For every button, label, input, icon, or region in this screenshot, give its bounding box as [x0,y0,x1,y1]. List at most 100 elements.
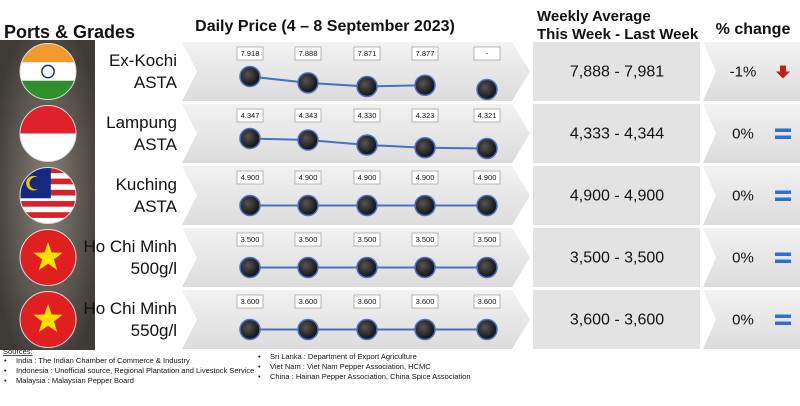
label-box [353,294,381,309]
weekly-box [533,228,700,287]
change: -1% [730,63,757,80]
chevron [182,42,530,101]
source: Viet Nam : Viet Nam Pepper Association, … [270,362,431,371]
price-row: Ho Chi Minh 550g/l 3,600 - 3,600 0% 3.600 3.6… [19,290,800,349]
price-label: 3.600 [294,294,322,309]
price-label: 7.918 [236,46,264,61]
equal-icon [775,190,791,194]
equal-icon [775,314,791,318]
equal-icon [775,197,791,201]
label-box [294,232,322,247]
label-box [294,294,322,309]
label-box [411,108,439,123]
price-label: 3.600 [353,294,381,309]
price-label: 3.600 [411,294,439,309]
price-dot-empty [476,78,498,101]
weekly-header: Weekly Average [537,8,651,25]
label-box [353,46,381,61]
change-box [703,290,800,349]
price-label: 3.500 [353,232,381,247]
chevron [182,290,530,349]
chevron [182,228,530,287]
label-box [411,232,439,247]
price-label: 4.343 [294,108,322,123]
price-label-text: 7.877 [416,49,435,58]
price-line [249,75,426,88]
daily-header: Daily Price (4 – 8 September 2023) [195,18,455,35]
price-label: 4.330 [353,108,381,123]
price-dot [297,129,319,151]
flag-star [33,242,63,270]
price-row: Lampung ASTA 4,333 - 4,344 0% 4.347 4.343 4.33… [19,104,800,163]
price-label-text: 3.500 [358,235,377,244]
label-box [473,232,501,247]
change-header: % change [716,21,791,38]
flag-part [29,177,42,190]
flag-part [20,43,76,63]
price-label: 3.600 [236,294,264,309]
price-dot [356,256,378,279]
price-label: 3.500 [294,232,322,247]
price-label: 4.900 [473,170,501,185]
bullet: • [4,356,7,365]
weekly-average: 3,500 - 3,500 [570,250,664,267]
port: Ho Chi Minh [83,299,177,318]
price-label: 4.900 [236,170,264,185]
price-label: 7.871 [353,46,381,61]
price-row: Kuching ASTA 4,900 - 4,900 0% 4.900 4.900 4.90… [19,166,800,225]
weekly-average: 3,600 - 3,600 [570,312,664,329]
price-label-text: 4.321 [478,111,497,120]
flag-part [20,206,76,213]
equal-icon [775,128,791,132]
change-box [703,228,800,287]
price-dot [414,194,436,217]
weekly-header: This Week - Last Week [537,26,699,43]
flag-rim [19,105,77,162]
label-box [294,46,322,61]
flag [20,167,76,224]
price-label-text: 7.918 [241,49,260,58]
equal-icon [775,321,791,325]
flag-rim [19,291,77,348]
label-box [236,232,264,247]
flag-rim [19,229,77,286]
price-label: 3.600 [473,294,501,309]
change-box [703,42,800,101]
price-label: 3.500 [473,232,501,247]
change-box [703,166,800,225]
price-label: 3.500 [236,232,264,247]
label-box [236,108,264,123]
change: 0% [732,311,754,328]
flag-rim [19,167,77,224]
change-box [703,104,800,163]
label-box [473,108,501,123]
equal-icon [775,252,791,256]
flag [20,291,76,348]
equal-icon [775,135,791,139]
price-label: - [473,46,501,61]
bullet: • [258,352,261,361]
grade: 550g/l [131,321,177,340]
price-label-text: 4.347 [241,111,260,120]
change: 0% [732,125,754,142]
flag-part [20,201,76,207]
down-arrow [776,65,790,79]
bullet: • [4,376,7,385]
price-label-text: 4.900 [416,173,435,182]
price-dot [239,194,261,217]
label-box [411,46,439,61]
source: Indonesia : Unofficial source, Regional … [16,366,254,375]
bullet: • [258,372,261,381]
price-dot [356,134,378,156]
price-dot [414,136,436,159]
label-box [294,170,322,185]
bullet: • [4,366,7,375]
source: Malaysia : Malaysian Pepper Board [16,376,134,385]
price-label-text: 3.500 [478,235,497,244]
price-label-text: 3.600 [241,297,260,306]
flag-part [20,217,76,224]
label-box [236,46,264,61]
grade: 500g/l [131,259,177,278]
source: China : Hainan Pepper Association, China… [270,372,471,381]
